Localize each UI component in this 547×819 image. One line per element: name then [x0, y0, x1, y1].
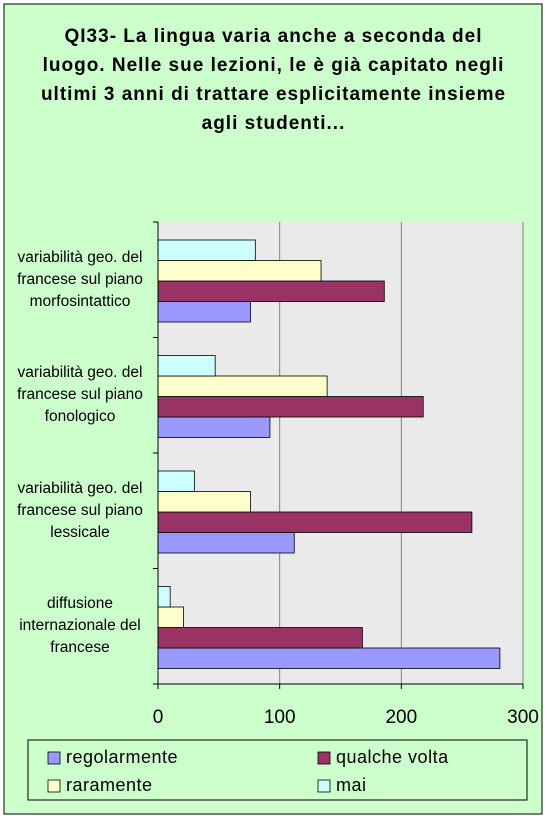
legend-label: qualche volta: [336, 747, 449, 767]
x-tick-label: 100: [264, 707, 296, 728]
bar: [157, 396, 424, 418]
chart-title: QI33- La lingua varia anche a seconda de…: [40, 26, 507, 134]
bar: [157, 511, 473, 533]
bar: [157, 239, 256, 261]
y-tick-label: diffusione internazionale del francese: [19, 595, 141, 657]
legend-label: mai: [336, 775, 367, 795]
x-tick-label: 300: [507, 707, 539, 728]
x-tick-label: 200: [385, 707, 417, 728]
bar: [157, 491, 251, 513]
bar: [157, 355, 216, 377]
bar: [157, 586, 171, 608]
bar: [157, 532, 295, 554]
bar: [157, 606, 184, 628]
legend-label: regolarmente: [66, 747, 178, 767]
legend-box: [27, 739, 528, 801]
y-tick-label: variabilità geo. del francese sul piano …: [17, 248, 143, 310]
bar: [157, 280, 385, 302]
bar: [157, 627, 363, 649]
bar: [157, 375, 328, 397]
legend-swatch: [317, 779, 331, 793]
y-tick-label: variabilità geo. del francese sul piano …: [17, 479, 143, 541]
legend-swatch: [47, 779, 61, 793]
x-tick-label: 0: [153, 707, 164, 728]
bar: [157, 470, 195, 492]
y-tick-label: variabilità geo. del francese sul piano …: [17, 364, 143, 426]
bar: [157, 416, 271, 438]
legend-swatch: [47, 751, 61, 765]
legend-swatch: [317, 751, 331, 765]
bar: [157, 647, 501, 669]
bar: [157, 301, 251, 323]
legend-label: raramente: [66, 775, 153, 795]
bar: [157, 260, 322, 282]
